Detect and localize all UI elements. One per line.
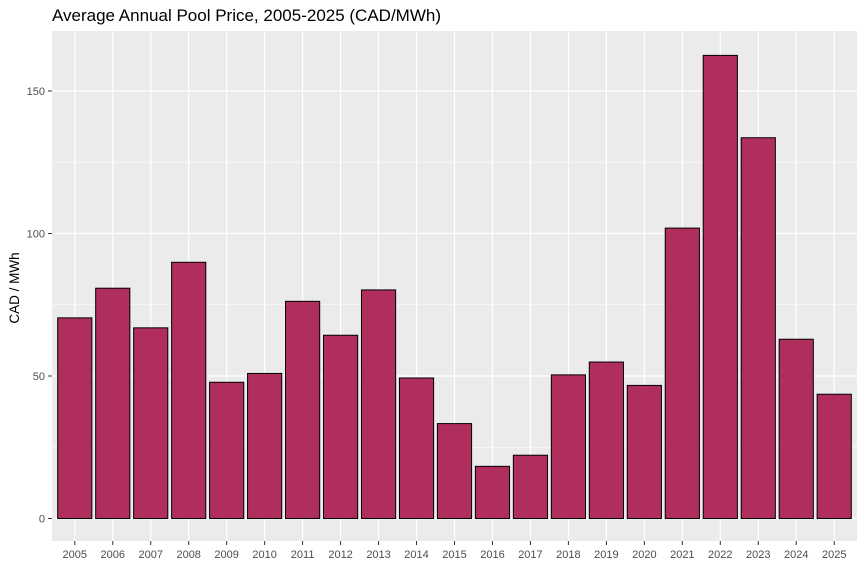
bar-2016 — [474, 465, 511, 519]
x-tick-label: 2016 — [480, 549, 504, 561]
bar-2017 — [512, 454, 549, 520]
y-axis: 0 50 100 150 — [27, 86, 52, 526]
bar-2022 — [702, 54, 738, 519]
y-axis-title: CAD / MWh — [7, 252, 22, 323]
bar-2015 — [436, 423, 473, 519]
x-tick-label: 2022 — [708, 549, 732, 561]
x-tick-label: 2009 — [214, 549, 238, 561]
x-tick-label: 2023 — [746, 549, 770, 561]
x-tick-label: 2014 — [404, 549, 428, 561]
chart-title: Average Annual Pool Price, 2005-2025 (CA… — [52, 6, 441, 25]
x-tick-label: 2013 — [366, 549, 390, 561]
x-tick-label: 2025 — [822, 549, 846, 561]
bar-2006 — [95, 287, 131, 519]
bar-2008 — [171, 261, 207, 519]
bar-2013 — [360, 289, 397, 519]
y-tick-label: 150 — [27, 86, 45, 98]
x-tick-label: 2012 — [328, 549, 352, 561]
x-tick-label: 2024 — [784, 549, 808, 561]
x-tick-label: 2007 — [138, 549, 162, 561]
bar-2010 — [247, 372, 283, 519]
x-tick-label: 2015 — [442, 549, 466, 561]
x-tick-label: 2011 — [291, 549, 315, 561]
x-tick-label: 2006 — [101, 549, 125, 561]
bar-2005 — [57, 317, 93, 519]
bar-2024 — [778, 338, 814, 519]
x-tick-label: 2010 — [252, 549, 276, 561]
bar-2023 — [740, 137, 776, 520]
bar-2021 — [664, 227, 700, 520]
y-tick-label: 100 — [27, 229, 45, 241]
x-tick-label: 2018 — [556, 549, 580, 561]
bar-2012 — [322, 334, 359, 519]
bar-2007 — [133, 327, 169, 519]
y-tick-label: 0 — [39, 514, 45, 526]
bar-2020 — [626, 384, 662, 519]
x-axis: 2005 2006 2007 2008 2009 2010 2011 2012 2013 2014… — [63, 541, 846, 561]
y-tick-label: 50 — [33, 371, 45, 383]
bar-2025 — [816, 393, 852, 519]
x-tick-label: 2017 — [518, 549, 542, 561]
x-tick-label: 2008 — [176, 549, 200, 561]
bar-2009 — [209, 381, 245, 519]
x-tick-label: 2019 — [594, 549, 618, 561]
x-tick-label: 2020 — [632, 549, 656, 561]
bar-2011 — [285, 300, 321, 519]
x-tick-label: 2021 — [670, 549, 694, 561]
x-tick-label: 2005 — [63, 549, 87, 561]
bar-2018 — [550, 374, 587, 519]
bar-2014 — [398, 377, 435, 519]
bars — [57, 54, 852, 520]
bar-2019 — [588, 361, 624, 519]
